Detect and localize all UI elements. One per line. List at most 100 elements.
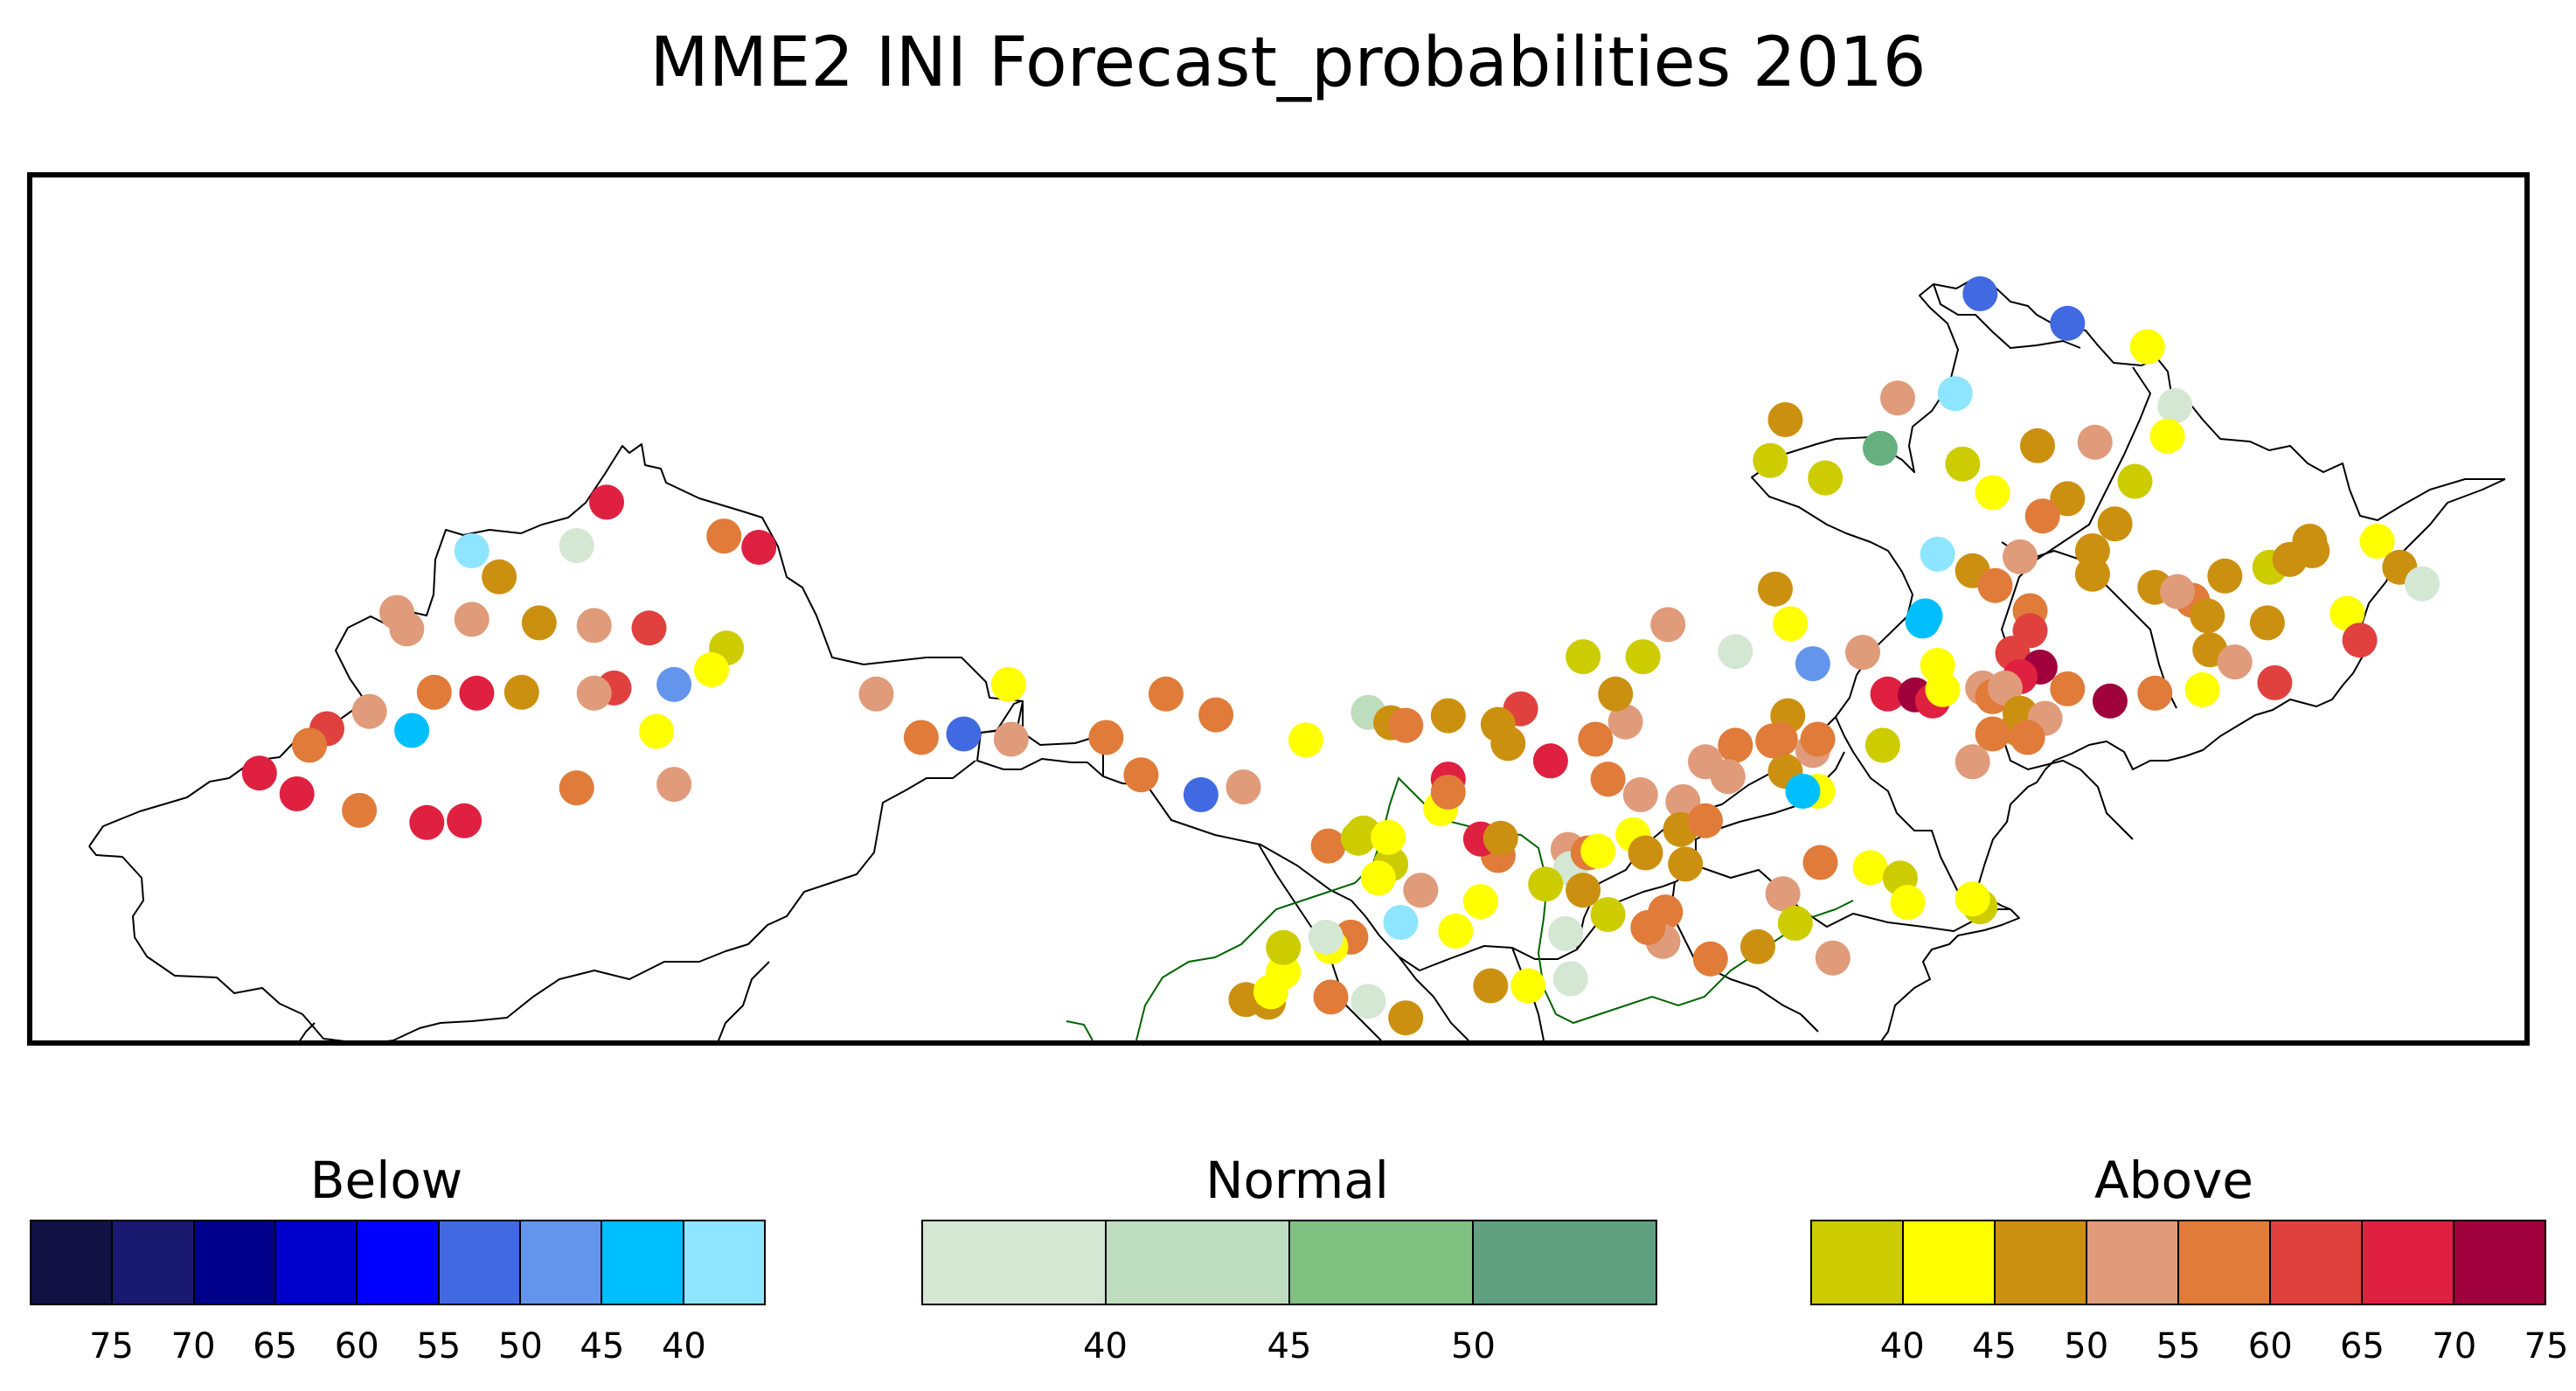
station-marker xyxy=(1226,769,1261,805)
station-marker xyxy=(990,666,1026,702)
station-marker xyxy=(1360,860,1396,896)
station-marker xyxy=(1668,846,1704,882)
station-marker xyxy=(1310,828,1346,864)
station-marker xyxy=(576,675,612,711)
legend-swatch xyxy=(113,1221,195,1304)
legend-swatch xyxy=(1290,1221,1474,1304)
legend-swatch xyxy=(602,1221,684,1304)
station-marker xyxy=(351,693,387,729)
station-marker xyxy=(1388,1000,1424,1036)
station-marker xyxy=(2129,329,2165,365)
station-marker xyxy=(2330,595,2365,631)
station-marker xyxy=(2249,605,2285,641)
station-marker xyxy=(2359,524,2395,559)
station-marker xyxy=(394,713,430,748)
legend-tick-label: 45 xyxy=(1267,1326,1312,1367)
station-marker xyxy=(454,533,490,568)
station-marker xyxy=(409,804,445,840)
station-marker xyxy=(447,803,483,838)
legend-below-colorbar xyxy=(30,1220,766,1305)
legend-swatch xyxy=(1904,1221,1996,1304)
legend-swatch xyxy=(1812,1221,1904,1304)
legend-normal-title: Normal xyxy=(1205,1151,1389,1210)
station-marker xyxy=(1198,697,1234,733)
legend-swatch xyxy=(2271,1221,2363,1304)
legend-tick-label: 50 xyxy=(1451,1326,1496,1367)
station-marker xyxy=(1688,803,1723,838)
station-marker xyxy=(2137,675,2173,711)
station-marker xyxy=(1880,380,1915,416)
station-marker xyxy=(2003,539,2038,574)
station-marker xyxy=(2020,428,2055,463)
station-marker xyxy=(2117,463,2153,499)
station-marker xyxy=(2149,418,2185,454)
station-marker xyxy=(1578,721,1614,757)
legend-swatch xyxy=(1996,1221,2087,1304)
region-inner-9 xyxy=(1398,956,1469,1041)
station-marker xyxy=(2257,664,2293,700)
legend-swatch xyxy=(1107,1221,1290,1304)
station-marker xyxy=(1870,676,1906,712)
legend-swatch xyxy=(1474,1221,1656,1304)
station-marker xyxy=(279,776,315,811)
station-marker xyxy=(2292,524,2328,559)
legend-normal-colorbar xyxy=(921,1220,1657,1305)
legend-tick-label: 70 xyxy=(2432,1326,2477,1367)
station-marker xyxy=(1430,775,1466,810)
station-marker xyxy=(416,674,452,710)
station-marker xyxy=(2157,388,2193,424)
station-marker xyxy=(2092,683,2128,719)
station-marker xyxy=(1864,727,1900,763)
station-marker xyxy=(459,675,495,711)
station-marker xyxy=(903,720,939,755)
station-marker xyxy=(1692,941,1728,977)
station-marker xyxy=(1977,567,2013,603)
legend-tick-label: 75 xyxy=(2524,1326,2569,1367)
station-marker xyxy=(1802,845,1838,880)
station-marker xyxy=(454,602,490,637)
station-marker xyxy=(1765,876,1801,912)
legend-below-title: Below xyxy=(309,1151,463,1210)
station-marker xyxy=(639,713,675,749)
station-marker xyxy=(741,530,777,565)
station-marker xyxy=(1183,777,1219,812)
legend-tick-label: 40 xyxy=(1083,1326,1128,1367)
legend-swatch xyxy=(923,1221,1107,1304)
station-marker xyxy=(2050,671,2086,706)
station-marker xyxy=(656,767,692,803)
station-marker xyxy=(1955,744,1990,780)
station-marker xyxy=(1630,909,1666,945)
legend-tick-label: 40 xyxy=(661,1326,706,1367)
station-marker xyxy=(1945,446,1981,482)
legend-tick-label: 65 xyxy=(2340,1326,2385,1367)
station-marker xyxy=(1371,819,1406,855)
station-marker xyxy=(2184,671,2220,707)
station-marker xyxy=(1548,915,1584,951)
legend-swatch xyxy=(194,1221,276,1304)
station-marker xyxy=(1590,897,1626,932)
station-marker xyxy=(2050,305,2086,341)
station-marker xyxy=(2405,566,2440,602)
station-marker xyxy=(1148,676,1184,712)
station-marker xyxy=(1438,913,1474,949)
station-marker xyxy=(2050,481,2086,517)
region-inner-1 xyxy=(2001,734,2134,840)
region-inner-2 xyxy=(1933,283,2081,349)
station-marker xyxy=(1490,726,1526,762)
station-marker xyxy=(1925,671,1961,707)
station-marker xyxy=(1580,833,1616,869)
station-marker xyxy=(1740,928,1775,964)
station-marker xyxy=(631,610,667,646)
legend-tick-label: 40 xyxy=(1879,1326,1925,1367)
region-inner-11 xyxy=(716,961,770,1046)
legend-swatch xyxy=(2454,1221,2545,1304)
station-marker xyxy=(482,559,517,595)
legend-tick-label: 65 xyxy=(253,1326,298,1367)
legend-tick-label: 75 xyxy=(89,1326,134,1367)
station-marker xyxy=(1800,721,1836,757)
station-marker xyxy=(1718,634,1753,670)
station-marker xyxy=(241,755,277,791)
station-marker xyxy=(1566,873,1601,908)
map-frame xyxy=(27,172,2530,1046)
